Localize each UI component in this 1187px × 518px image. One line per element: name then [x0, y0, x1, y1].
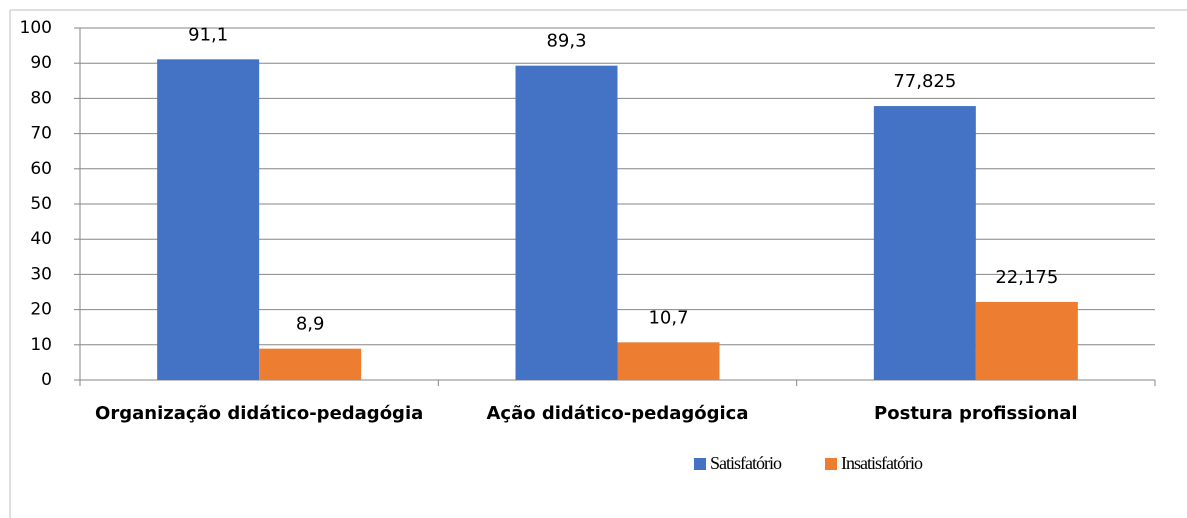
- y-tick-label: 70: [30, 124, 52, 144]
- legend-swatch: [694, 458, 706, 470]
- y-tick-label: 40: [30, 229, 52, 249]
- bar: [617, 342, 720, 380]
- value-label: 22,175: [995, 267, 1058, 288]
- y-tick-label: 100: [20, 18, 52, 38]
- value-label: 91,1: [188, 24, 228, 45]
- y-tick-label: 30: [30, 264, 52, 284]
- value-label: 77,825: [893, 71, 956, 92]
- y-tick-label: 20: [30, 300, 52, 320]
- y-tick-label: 0: [41, 370, 52, 390]
- x-tick-label: Postura profissional: [874, 403, 1078, 424]
- bar: [975, 301, 1078, 380]
- bar: [259, 348, 362, 380]
- y-tick-label: 10: [30, 335, 52, 355]
- bar: [157, 59, 260, 380]
- value-label: 8,9: [296, 314, 325, 335]
- y-tick-label: 50: [30, 194, 52, 214]
- x-tick-label: Organização didático-pedagógia: [95, 403, 423, 424]
- y-tick-label: 80: [30, 88, 52, 108]
- legend-label: Satisfatório: [710, 453, 782, 473]
- legend-swatch: [825, 458, 837, 470]
- bar: [873, 106, 976, 380]
- legend-label: Insatisfatório: [841, 453, 923, 473]
- value-label: 89,3: [546, 31, 586, 52]
- y-tick-label: 90: [30, 53, 52, 73]
- y-tick-label: 60: [30, 159, 52, 179]
- x-tick-label: Ação didático-pedagógica: [487, 403, 749, 424]
- bar: [515, 65, 618, 380]
- value-label: 10,7: [648, 307, 688, 328]
